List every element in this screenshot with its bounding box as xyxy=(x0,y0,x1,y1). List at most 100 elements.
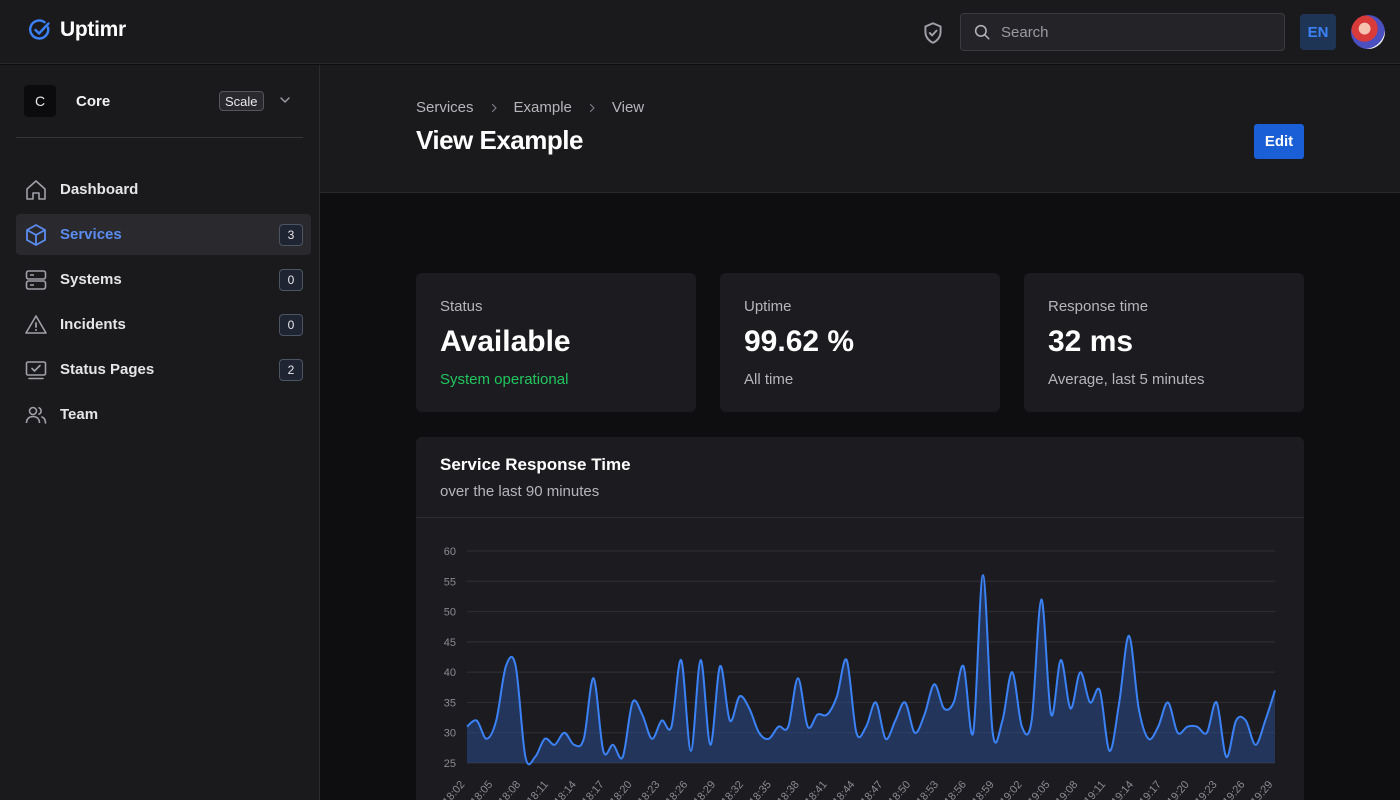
x-tick-label: 18:32 xyxy=(719,779,746,800)
x-tick-label: 18:35 xyxy=(747,779,774,800)
chart-divider xyxy=(416,517,1304,518)
x-tick-label: 19:05 xyxy=(1026,779,1053,800)
x-tick-label: 18:17 xyxy=(580,779,607,800)
monitor-icon xyxy=(24,358,48,382)
sidebar-item-status-pages[interactable]: Status Pages 2 xyxy=(16,349,311,390)
chart-subtitle: over the last 90 minutes xyxy=(440,483,600,500)
card-subtext: All time xyxy=(744,371,794,388)
x-tick-label: 18:08 xyxy=(496,779,523,800)
x-tick-label: 18:44 xyxy=(831,779,858,800)
y-tick-label: 35 xyxy=(444,697,456,709)
brand-name: Uptimr xyxy=(60,18,126,41)
home-icon xyxy=(24,178,48,202)
sidebar-item-incidents[interactable]: Incidents 0 xyxy=(16,304,311,345)
response-time-card: Response time 32 ms Average, last 5 minu… xyxy=(1024,273,1304,412)
response-time-chart-panel: Service Response Time over the last 90 m… xyxy=(416,437,1304,800)
card-value: 99.62 % xyxy=(744,325,855,358)
x-tick-label: 18:47 xyxy=(859,779,886,800)
sidebar-item-systems[interactable]: Systems 0 xyxy=(16,259,311,300)
card-label: Uptime xyxy=(744,298,792,315)
services-count-badge: 3 xyxy=(279,224,303,246)
chevron-down-icon xyxy=(280,97,290,103)
y-tick-label: 55 xyxy=(444,576,456,588)
series-line xyxy=(466,574,1276,766)
x-tick-label: 18:41 xyxy=(803,779,830,800)
sidebar-item-label: Dashboard xyxy=(60,181,139,198)
sidebar: C Core Scale Dashboard Services 3 System… xyxy=(0,65,320,800)
user-avatar[interactable] xyxy=(1351,15,1385,49)
incidents-count-badge: 0 xyxy=(279,314,303,336)
card-value: Available xyxy=(440,325,571,358)
team-avatar: C xyxy=(24,85,56,117)
x-tick-label: 19:08 xyxy=(1054,779,1081,800)
breadcrumb-item[interactable]: Services xyxy=(416,99,474,116)
team-name: Core xyxy=(76,92,111,110)
search-box[interactable] xyxy=(960,13,1285,51)
x-tick-label: 18:50 xyxy=(886,779,913,800)
x-tick-label: 19:26 xyxy=(1221,779,1248,800)
uptime-card: Uptime 99.62 % All time xyxy=(720,273,1000,412)
systems-count-badge: 0 xyxy=(279,269,303,291)
x-tick-label: 18:23 xyxy=(636,779,663,800)
x-tick-label: 18:20 xyxy=(608,779,635,800)
y-tick-label: 40 xyxy=(444,667,456,679)
x-tick-label: 19:17 xyxy=(1137,779,1164,800)
page-title: View Example xyxy=(416,125,583,155)
x-tick-label: 18:56 xyxy=(942,779,969,800)
x-tick-label: 19:02 xyxy=(998,779,1025,800)
card-label: Status xyxy=(440,298,483,315)
x-tick-label: 18:05 xyxy=(468,779,495,800)
status-card: Status Available System operational xyxy=(416,273,696,412)
card-value: 32 ms xyxy=(1048,325,1134,358)
edit-button[interactable]: Edit xyxy=(1254,124,1304,159)
cube-icon xyxy=(24,223,48,247)
plan-badge: Scale xyxy=(219,91,264,111)
breadcrumb-item[interactable]: Example xyxy=(513,99,572,116)
check-circle-icon xyxy=(29,19,50,40)
y-tick-label: 25 xyxy=(444,758,456,770)
x-tick-label: 18:53 xyxy=(914,779,941,800)
x-tick-label: 18:14 xyxy=(552,779,579,800)
y-tick-label: 30 xyxy=(444,728,456,740)
sidebar-item-dashboard[interactable]: Dashboard xyxy=(16,169,311,210)
shield-check-icon[interactable] xyxy=(920,20,946,46)
team-switcher[interactable]: C Core Scale xyxy=(24,84,303,118)
sidebar-item-label: Status Pages xyxy=(60,361,155,378)
x-tick-label: 19:14 xyxy=(1109,779,1136,800)
y-tick-label: 60 xyxy=(444,546,456,558)
x-tick-label: 18:29 xyxy=(691,779,718,800)
x-tick-label: 19:29 xyxy=(1249,779,1276,800)
chevron-right-icon xyxy=(589,103,595,112)
breadcrumb: Services Example View xyxy=(416,99,644,116)
language-switcher[interactable]: EN xyxy=(1300,14,1336,50)
top-bar: Uptimr EN xyxy=(0,0,1400,64)
x-tick-label: 19:11 xyxy=(1082,779,1108,800)
sidebar-nav: Dashboard Services 3 Systems 0 Incidents… xyxy=(16,169,311,439)
y-tick-label: 50 xyxy=(444,607,456,619)
search-input[interactable] xyxy=(1001,23,1261,41)
sidebar-item-label: Services xyxy=(60,226,122,243)
chart-title: Service Response Time xyxy=(440,455,631,474)
y-tick-label: 45 xyxy=(444,637,456,649)
x-tick-label: 18:26 xyxy=(663,779,690,800)
x-tick-label: 19:23 xyxy=(1193,779,1220,800)
users-icon xyxy=(24,403,48,427)
breadcrumb-item[interactable]: View xyxy=(611,99,645,116)
card-subtext: Average, last 5 minutes xyxy=(1048,371,1205,388)
server-icon xyxy=(24,268,48,292)
x-tick-label: 19:20 xyxy=(1165,779,1192,800)
x-tick-label: 18:38 xyxy=(775,779,802,800)
sidebar-divider xyxy=(16,137,303,138)
status-pages-count-badge: 2 xyxy=(279,359,303,381)
search-icon xyxy=(974,24,990,40)
x-tick-label: 18:11 xyxy=(525,779,551,800)
x-tick-label: 18:59 xyxy=(970,779,997,800)
card-subtext: System operational xyxy=(440,371,569,388)
chevron-right-icon xyxy=(491,103,497,112)
warning-icon xyxy=(24,313,48,337)
brand-logo[interactable]: Uptimr xyxy=(28,18,126,42)
sidebar-item-services[interactable]: Services 3 xyxy=(16,214,311,255)
sidebar-item-team[interactable]: Team xyxy=(16,394,311,435)
sidebar-item-label: Team xyxy=(60,406,99,423)
